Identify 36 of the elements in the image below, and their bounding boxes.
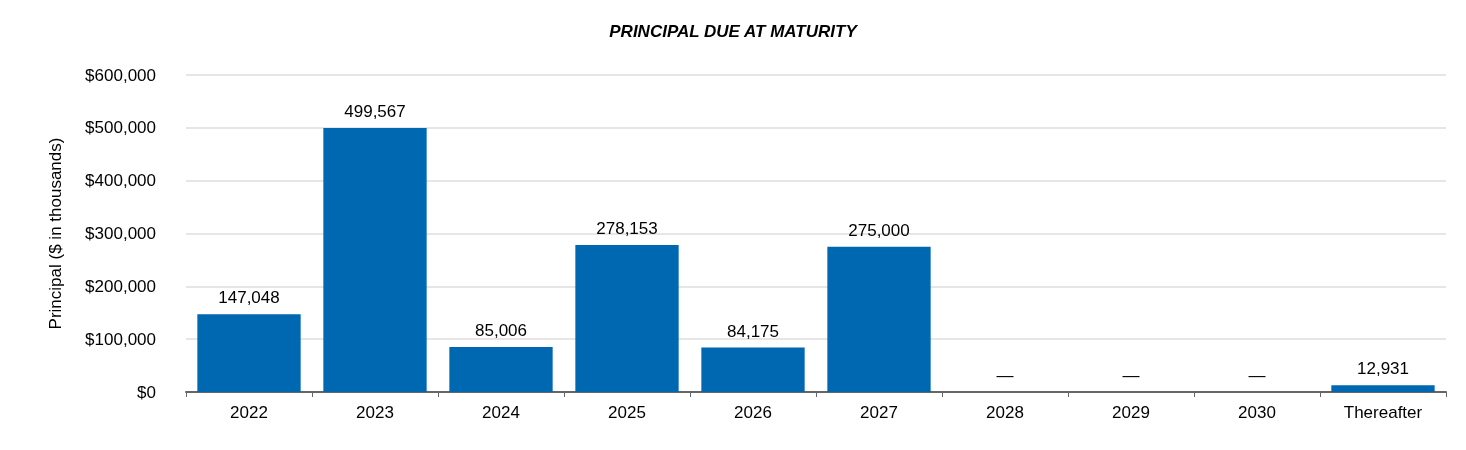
y-axis-title: Principal ($ in thousands)	[46, 137, 65, 330]
y-tick-label: $300,000	[85, 224, 156, 243]
x-tick-label: 2025	[608, 403, 646, 422]
data-label: 12,931	[1357, 359, 1409, 379]
x-tick-label: 2030	[1238, 403, 1276, 422]
x-tick-label: Thereafter	[1343, 403, 1423, 422]
x-tick-label: 2029	[1112, 403, 1150, 422]
bar	[827, 246, 931, 392]
x-tick-label: 2027	[860, 403, 898, 422]
bar	[323, 128, 427, 392]
bar	[1331, 385, 1435, 392]
data-label: 499,567	[344, 102, 406, 122]
data-label: —	[1122, 366, 1140, 385]
x-tick-label: 2026	[734, 403, 772, 422]
data-label: 84,175	[727, 321, 779, 341]
x-tick-label: 2022	[230, 403, 268, 422]
data-label: —	[1248, 366, 1266, 385]
y-tick-label: $100,000	[85, 329, 156, 349]
x-tick-label: 2023	[356, 403, 394, 422]
bar	[197, 314, 301, 392]
data-label: 147,048	[218, 288, 280, 308]
data-label: —	[996, 366, 1014, 385]
data-label: 85,006	[475, 321, 527, 341]
data-label: 278,153	[596, 219, 658, 239]
x-tick-label: 2028	[986, 403, 1024, 422]
bar	[701, 347, 805, 392]
bar	[449, 347, 553, 392]
y-tick-label: $500,000	[85, 118, 156, 138]
y-tick-label: $200,000	[85, 276, 156, 296]
y-tick-label: $600,000	[85, 65, 156, 85]
y-tick-label: $0	[137, 382, 156, 402]
x-tick-label: 2024	[482, 403, 520, 422]
bar	[575, 245, 679, 392]
chart-title: PRINCIPAL DUE AT MATURITY	[609, 22, 859, 41]
y-tick-label: $400,000	[85, 171, 156, 191]
data-label: 275,000	[848, 220, 910, 240]
